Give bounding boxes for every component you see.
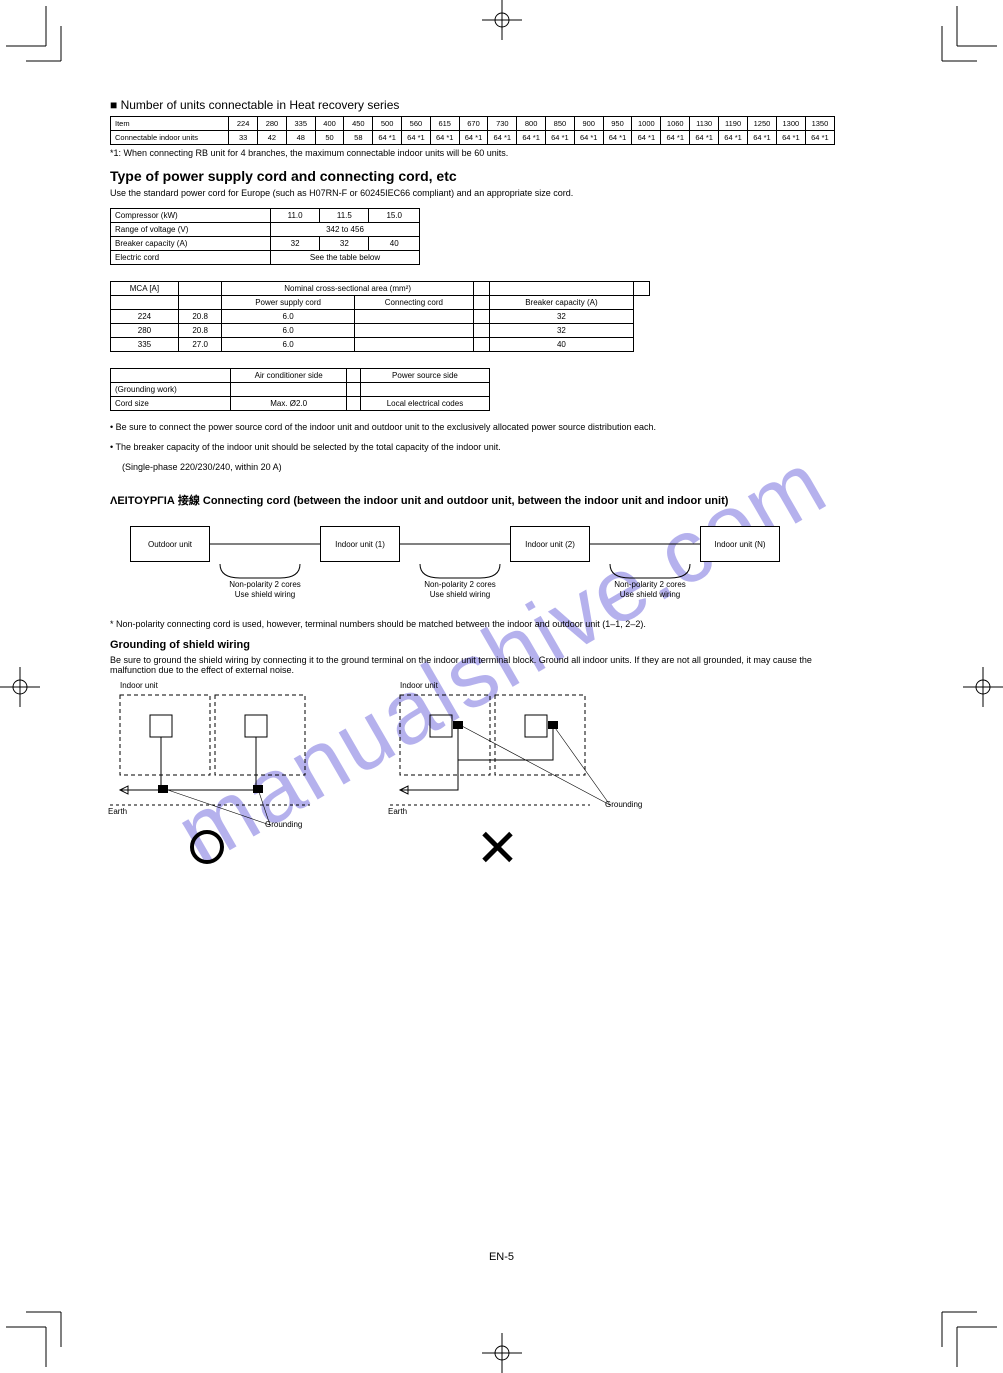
table-amps: MCA [A]Nominal cross-sectional area (mm²… (110, 281, 650, 352)
chain-title: ΛΕΙΤΟΥΡΓΙΑ 接線 Connecting cord (between t… (110, 492, 890, 508)
crop-tl (6, 6, 66, 66)
reg-bottom (482, 1333, 522, 1373)
page-content: ■ Number of units connectable in Heat re… (110, 90, 890, 885)
chain-diagram: Outdoor unit Indoor unit (1) Indoor unit… (110, 516, 830, 616)
crop-bl (6, 1307, 66, 1367)
bracket-lbl-2: Non-polarity 2 cores Use shield wiring (600, 580, 700, 599)
reg-left (0, 667, 40, 707)
grounding-diagram: Indoor unit Indoor unit Grounding Ground… (110, 685, 830, 885)
chain-lines (110, 516, 830, 616)
page-number: EN-5 (489, 1251, 514, 1263)
grounding-label-r: Grounding (605, 800, 642, 810)
grounding-label-l: Grounding (265, 820, 302, 830)
earth-label-l: Earth (108, 807, 127, 817)
power-note-2: (Single-phase 220/230/240, within 20 A) (122, 462, 890, 472)
power-note-1: • The breaker capacity of the indoor uni… (110, 442, 890, 452)
grounding-text: Be sure to ground the shield wiring by c… (110, 655, 830, 675)
wrong-icon (480, 830, 514, 864)
correct-icon (190, 830, 224, 864)
chain-note: * Non-polarity connecting cord is used, … (110, 619, 890, 629)
indoor-label-r: Indoor unit (400, 681, 438, 691)
bracket-lbl-0: Non-polarity 2 cores Use shield wiring (215, 580, 315, 599)
units-note: *1: When connecting RB unit for 4 branch… (110, 148, 890, 158)
reg-top (482, 0, 522, 40)
power-note-0: • Be sure to connect the power source co… (110, 422, 890, 432)
table-ground: Air conditioner sidePower source side(Gr… (110, 368, 490, 411)
section-power-title: Type of power supply cord and connecting… (110, 168, 890, 184)
table-units: Item224280335400450500560615670730800850… (110, 116, 835, 145)
reg-right (963, 667, 1003, 707)
crop-br (937, 1307, 997, 1367)
crop-tr (937, 6, 997, 66)
power-note-top: Use the standard power cord for Europe (… (110, 188, 890, 198)
bracket-lbl-1: Non-polarity 2 cores Use shield wiring (410, 580, 510, 599)
earth-label-r: Earth (388, 807, 407, 817)
table-breaker: Compressor (kW)11.011.515.0Range of volt… (110, 208, 420, 265)
grounding-title: Grounding of shield wiring (110, 639, 890, 651)
section-units-title: ■ Number of units connectable in Heat re… (110, 98, 890, 112)
indoor-label-l: Indoor unit (120, 681, 158, 691)
